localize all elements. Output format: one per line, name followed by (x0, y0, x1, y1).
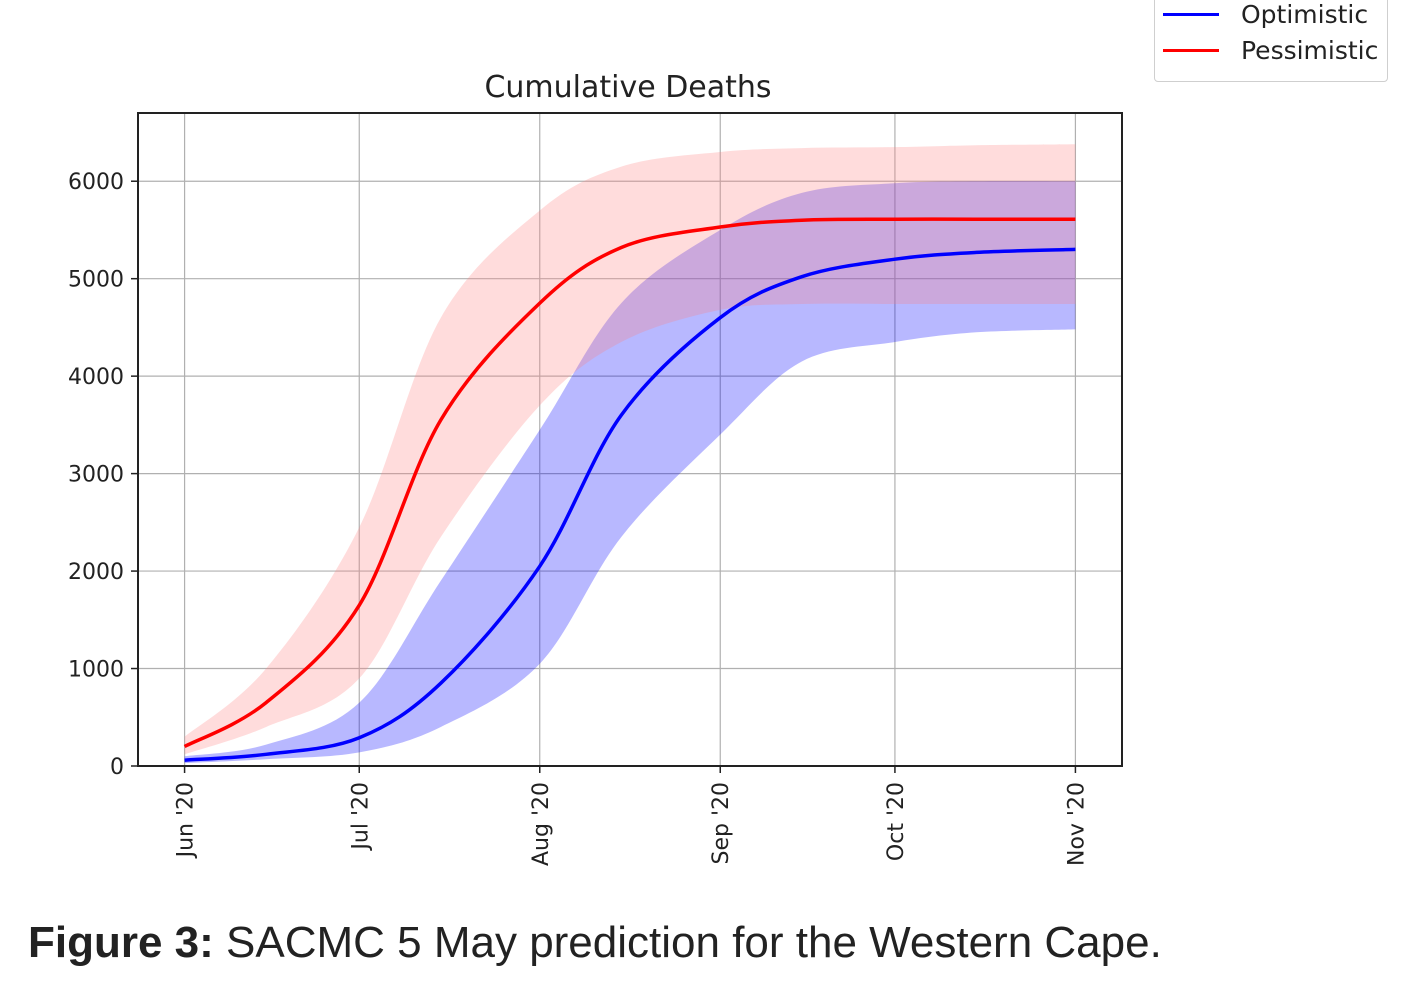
y-tick-label: 2000 (68, 560, 124, 585)
grid (138, 113, 1122, 767)
y-tick-label: 0 (110, 755, 124, 780)
legend-label-pessimistic: Pessimistic (1241, 35, 1379, 65)
band-pessimistic (184, 144, 1076, 755)
legend-swatch-pessimistic (1163, 48, 1219, 52)
y-tick-label: 5000 (68, 268, 124, 293)
x-tick-label: Jul '20 (348, 782, 373, 852)
line-optimistic (184, 247, 1076, 762)
x-tick-label: Nov '20 (1064, 782, 1089, 866)
legend-label-optimistic: Optimistic (1241, 0, 1369, 29)
y-tick-label: 3000 (68, 463, 124, 488)
caption-text: SACMC 5 May prediction for the Western C… (213, 918, 1162, 967)
legend-swatch-optimistic (1163, 12, 1219, 16)
x-tick-label: Aug '20 (529, 782, 554, 866)
x-axis: Jun '20 Jul '20 Aug '20 Sep '20 Oct '20 Nov '… (174, 766, 1089, 866)
chart: Cumulative Deaths 0 1000 2000 3000 4000 5000 6… (68, 70, 1123, 866)
caption-label: Figure 3: (28, 918, 214, 967)
y-tick-label: 6000 (68, 170, 124, 195)
y-tick-label: 4000 (68, 365, 124, 390)
legend-item-optimistic: Optimistic (1163, 0, 1368, 31)
series-lines (183, 217, 1076, 762)
y-axis: 0 1000 2000 3000 4000 5000 6000 (68, 170, 138, 780)
legend: Optimistic Pessimistic (1154, 0, 1388, 82)
x-tick-label: Oct '20 (884, 782, 909, 861)
band-optimistic (184, 181, 1076, 764)
figure-caption: Figure 3: SACMC 5 May prediction for the… (28, 918, 1162, 968)
plot-frame (137, 112, 1123, 767)
x-tick-label: Sep '20 (709, 782, 734, 865)
chart-title: Cumulative Deaths (484, 70, 771, 105)
y-tick-label: 1000 (68, 658, 124, 683)
x-tick-label: Jun '20 (174, 782, 199, 859)
legend-item-pessimistic: Pessimistic (1163, 33, 1378, 67)
confidence-bands (184, 144, 1076, 764)
line-pessimistic (183, 217, 1076, 749)
